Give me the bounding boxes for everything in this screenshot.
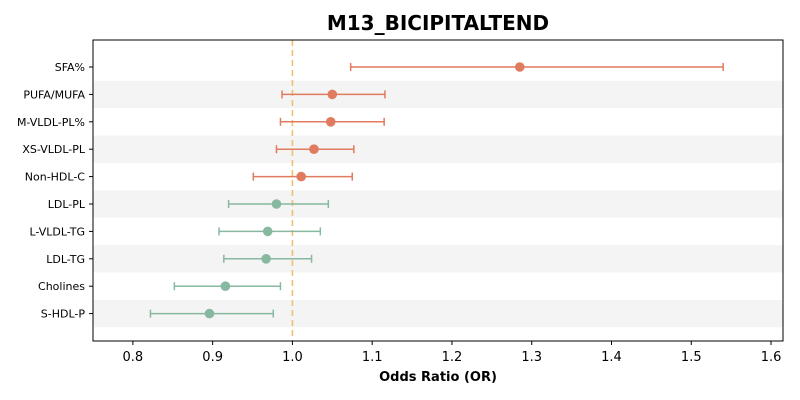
point-marker [296, 171, 306, 182]
y-tick-label: Non-HDL-C [25, 171, 86, 184]
row-band [93, 80, 783, 109]
x-tick-label: 1.6 [761, 350, 782, 365]
point-marker [261, 253, 271, 264]
point-marker [514, 62, 525, 72]
y-tick-label: XS-VLDL-PL [22, 143, 86, 156]
y-tick-label: S-HDL-P [41, 308, 86, 321]
x-axis-ticks: 0.8 0.9 1.0 1.1 1.2 1.3 1.4 1.5 1.6 [123, 341, 782, 365]
point-marker [262, 226, 273, 237]
x-tick-label: 1.4 [601, 350, 622, 365]
x-tick-label: 0.8 [123, 350, 144, 365]
chart-title: M13_BICIPITALTEND [327, 11, 549, 35]
x-tick-label: 1.2 [442, 350, 463, 365]
row-bands [93, 80, 783, 328]
y-tick-label: LDL-PL [48, 198, 86, 211]
x-tick-label: 1.5 [681, 350, 702, 365]
x-tick-label: 1.3 [521, 350, 542, 365]
y-tick-label: L-VLDL-TG [29, 225, 85, 238]
y-tick-label: LDL-TG [46, 253, 85, 266]
x-axis-label: Odds Ratio (OR) [379, 370, 497, 385]
plot-frame [92, 39, 784, 342]
point-marker [220, 281, 231, 292]
point-marker [325, 117, 336, 127]
x-tick-label: 0.9 [202, 350, 223, 365]
point-marker [327, 89, 338, 100]
point-marker [309, 144, 319, 154]
point-marker [204, 308, 215, 319]
y-tick-label: M-VLDL-PL% [17, 116, 85, 129]
row-band [93, 245, 783, 273]
plot-marks [149, 62, 724, 319]
y-axis-ticks: SFA% PUFA/MUFA M-VLDL-PL% XS-VLDL-PL Non-HDL… [17, 61, 93, 321]
row-band [93, 135, 783, 163]
x-tick-label: 1.1 [362, 350, 383, 365]
point-marker [271, 199, 282, 209]
y-tick-label: SFA% [55, 61, 85, 74]
row-band [93, 190, 783, 218]
x-tick-label: 1.0 [282, 350, 303, 365]
y-tick-label: Cholines [38, 280, 85, 293]
y-tick-label: PUFA/MUFA [23, 88, 85, 101]
